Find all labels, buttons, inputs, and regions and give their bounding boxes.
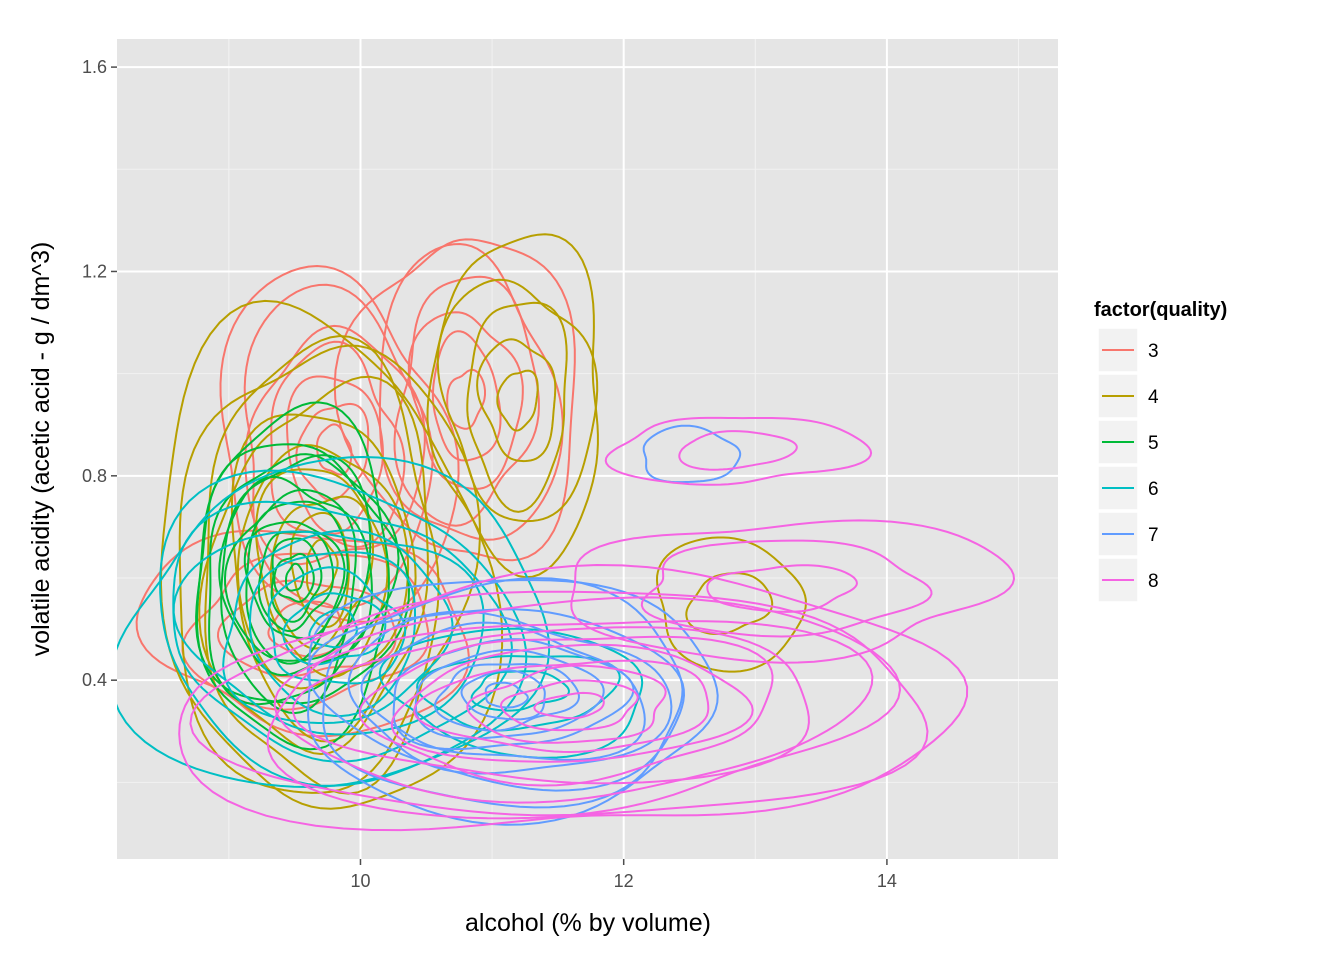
contour-line-4 bbox=[306, 538, 339, 597]
contour-line-4 bbox=[496, 369, 539, 432]
contour-line-4 bbox=[204, 334, 440, 795]
contour-line-7 bbox=[642, 424, 742, 484]
y-tick-label: 0.4 bbox=[82, 670, 107, 690]
contour-line-8 bbox=[390, 643, 754, 763]
legend-item-6: 6 bbox=[1097, 465, 1159, 511]
contour-line-4 bbox=[198, 375, 429, 756]
contour-line-8 bbox=[640, 539, 933, 638]
contour-line-3 bbox=[431, 330, 502, 462]
y-tick-label: 1.2 bbox=[82, 261, 107, 281]
legend-label: 5 bbox=[1148, 433, 1159, 454]
contour-line-6 bbox=[172, 530, 485, 736]
contour-line-7 bbox=[392, 638, 635, 751]
contour-line-4 bbox=[289, 511, 350, 628]
contour-line-6 bbox=[117, 455, 551, 789]
y-axis-title: volatile acidity (acetic acid - g / dm^3… bbox=[27, 242, 55, 657]
legend-item-7: 7 bbox=[1097, 511, 1159, 557]
contour-line-5 bbox=[245, 500, 349, 665]
x-tick-label: 14 bbox=[877, 871, 897, 891]
contour-line-4 bbox=[476, 338, 557, 463]
contour-line-8 bbox=[178, 563, 969, 832]
contour-line-4 bbox=[436, 278, 599, 523]
contour-line-6 bbox=[282, 592, 387, 666]
y-tick-label: 1.6 bbox=[82, 57, 107, 77]
contour-line-4 bbox=[655, 536, 807, 673]
contour-line-8 bbox=[678, 430, 798, 471]
contour-lines bbox=[117, 233, 1016, 832]
contour-line-5 bbox=[218, 475, 373, 677]
contour-line-8 bbox=[604, 416, 873, 486]
contour-line-3 bbox=[407, 311, 524, 490]
series-8-contours bbox=[178, 416, 1016, 832]
legend-label: 3 bbox=[1148, 341, 1159, 362]
legend-item-5: 5 bbox=[1097, 419, 1159, 465]
contour-line-4 bbox=[426, 233, 599, 579]
contour-line-8 bbox=[466, 664, 667, 744]
contour-line-8 bbox=[189, 590, 929, 817]
contour-line-8 bbox=[499, 679, 639, 732]
legend-label: 6 bbox=[1148, 479, 1159, 500]
contour-line-8 bbox=[273, 620, 874, 804]
contour-line-7 bbox=[306, 608, 686, 792]
contour-line-6 bbox=[267, 566, 407, 685]
contour-line-8 bbox=[706, 564, 858, 613]
contour-line-5 bbox=[285, 562, 305, 592]
x-axis-title: alcohol (% by volume) bbox=[465, 909, 711, 937]
y-tick-label: 0.8 bbox=[82, 466, 107, 486]
contour-line-5 bbox=[273, 552, 315, 603]
contour-line-5 bbox=[223, 488, 357, 662]
x-axis: 10 12 14 bbox=[350, 859, 897, 891]
legend-label: 8 bbox=[1148, 571, 1159, 592]
legend-item-4: 4 bbox=[1097, 373, 1159, 419]
legend-item-8: 8 bbox=[1097, 557, 1159, 603]
legend-title: factor(quality) bbox=[1094, 299, 1227, 321]
x-tick-label: 12 bbox=[614, 871, 634, 891]
contour-line-8 bbox=[358, 635, 774, 787]
contour-line-4 bbox=[269, 495, 374, 650]
contour-line-4 bbox=[466, 301, 568, 513]
x-tick-label: 10 bbox=[350, 871, 370, 891]
contour-line-5 bbox=[195, 401, 390, 751]
contour-line-5 bbox=[270, 537, 323, 623]
contour-line-8 bbox=[533, 691, 605, 720]
contour-line-8 bbox=[570, 519, 1016, 664]
legend-item-3: 3 bbox=[1097, 327, 1159, 373]
contour-line-6 bbox=[249, 551, 416, 718]
contour-line-3 bbox=[333, 238, 576, 562]
contour-line-3 bbox=[378, 242, 564, 541]
y-axis: 0.4 0.8 1.2 1.6 bbox=[82, 57, 117, 690]
contour-line-8 bbox=[266, 596, 902, 820]
legend-label: 7 bbox=[1148, 525, 1159, 546]
contour-line-4 bbox=[236, 444, 410, 690]
legend: factor(quality) 3 4 5 6 7 8 bbox=[1094, 299, 1227, 603]
legend-label: 4 bbox=[1148, 387, 1159, 408]
contour-line-8 bbox=[413, 659, 710, 754]
contour-line-3 bbox=[446, 368, 486, 430]
contour-line-4 bbox=[685, 572, 774, 635]
contour-line-7 bbox=[484, 681, 529, 709]
